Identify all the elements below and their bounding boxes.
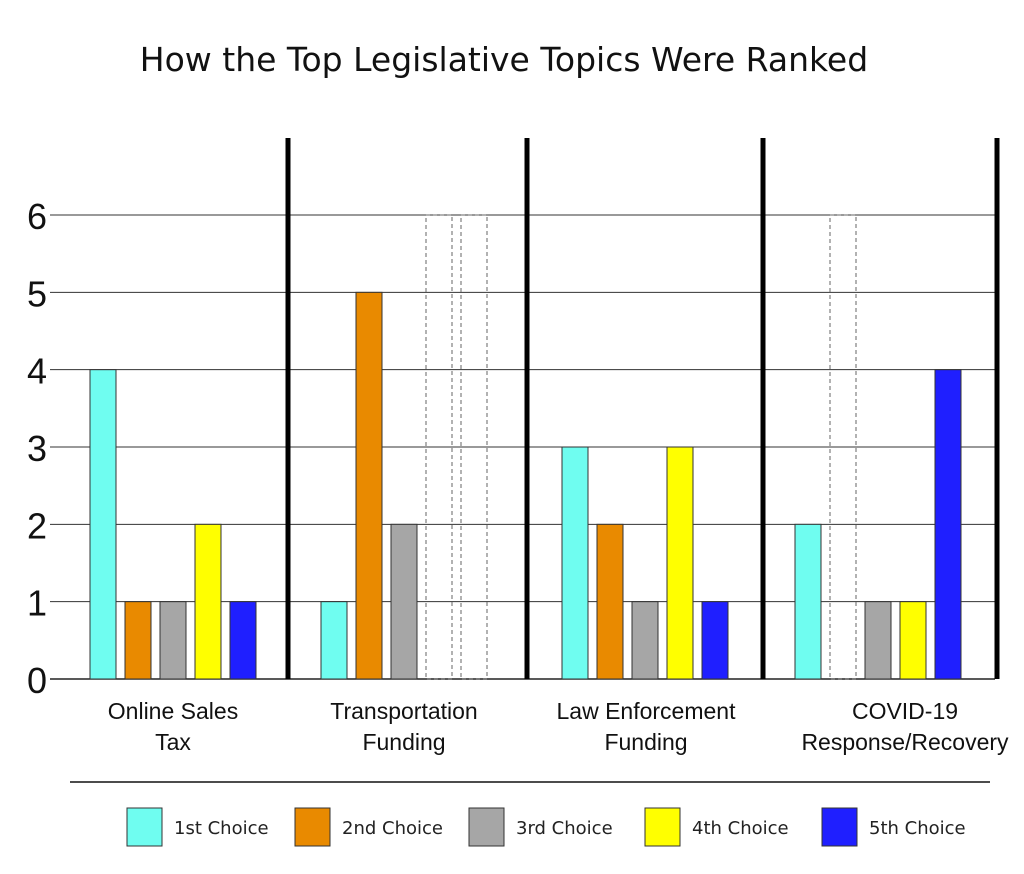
bar-5th-choice bbox=[701, 601, 729, 680]
legend: 1st Choice 2nd Choice 3rd Choice 4th Choice… bbox=[126, 807, 966, 847]
legend-swatch bbox=[468, 807, 505, 847]
bar-2nd-choice bbox=[596, 523, 624, 680]
legend-swatch bbox=[294, 807, 331, 847]
y-tick-label: 5 bbox=[27, 273, 47, 314]
bars bbox=[89, 291, 962, 680]
y-tick-label: 2 bbox=[27, 505, 47, 546]
bar-5th-choice bbox=[229, 601, 257, 680]
bar-2nd-choice bbox=[355, 291, 383, 680]
legend-label: 2nd Choice bbox=[342, 818, 443, 839]
legend-swatch bbox=[126, 807, 163, 847]
y-tick-label: 1 bbox=[27, 583, 47, 624]
y-tick-label: 0 bbox=[27, 660, 47, 701]
y-axis-ticks: 0 1 2 3 4 5 6 bbox=[27, 196, 47, 701]
chart-title: How the Top Legislative Topics Were Rank… bbox=[140, 40, 868, 79]
category-label: Law Enforcement bbox=[557, 698, 737, 724]
legend-label: 1st Choice bbox=[174, 818, 269, 839]
legend-swatch bbox=[821, 807, 858, 847]
category-label: Funding bbox=[362, 729, 445, 755]
bar-3rd-choice bbox=[631, 601, 659, 680]
legend-label: 5th Choice bbox=[869, 818, 966, 839]
y-tick-label: 6 bbox=[27, 196, 47, 237]
legend-label: 3rd Choice bbox=[516, 818, 613, 839]
gridlines bbox=[50, 214, 995, 680]
category-label: Funding bbox=[604, 729, 687, 755]
bar-5th-choice bbox=[934, 369, 962, 680]
bar-2nd-choice bbox=[124, 601, 152, 680]
category-label: Online Sales bbox=[108, 698, 238, 724]
bar-4th-choice bbox=[194, 523, 222, 680]
bar-1st-choice bbox=[561, 446, 589, 680]
bar-1st-choice bbox=[794, 523, 822, 680]
category-label: Tax bbox=[155, 729, 191, 755]
bar-3rd-choice bbox=[159, 601, 187, 680]
legend-label: 4th Choice bbox=[692, 818, 789, 839]
bar-1st-choice bbox=[320, 601, 348, 680]
bar-4th-choice bbox=[899, 601, 927, 680]
bar-4th-choice bbox=[666, 446, 694, 680]
category-label: Response/Recovery bbox=[801, 729, 1009, 755]
bar-3rd-choice bbox=[864, 601, 892, 680]
bar-1st-choice bbox=[89, 369, 117, 680]
category-label: COVID-19 bbox=[852, 698, 958, 724]
legend-swatch bbox=[644, 807, 681, 847]
category-labels: Online Sales Tax Transportation Funding Law … bbox=[108, 698, 1009, 755]
category-dividers bbox=[285, 138, 1000, 679]
y-tick-label: 4 bbox=[27, 351, 47, 392]
y-tick-label: 3 bbox=[27, 428, 47, 469]
category-label: Transportation bbox=[330, 698, 477, 724]
bar-3rd-choice bbox=[390, 523, 418, 680]
